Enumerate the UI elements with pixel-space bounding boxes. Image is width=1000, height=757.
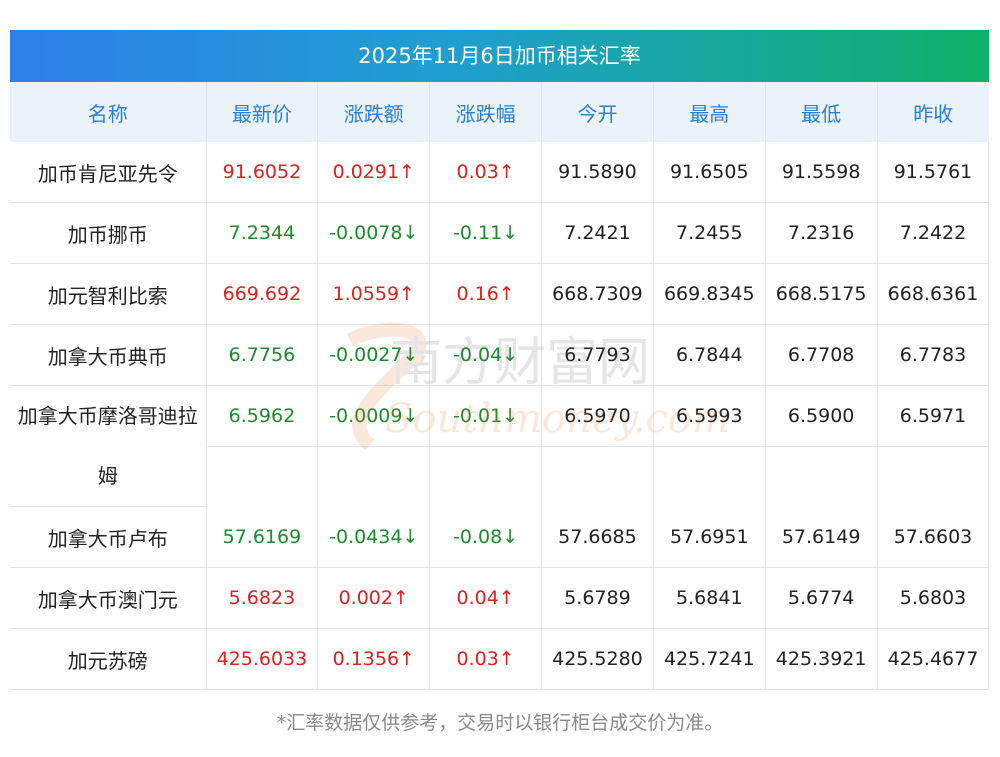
open-value: 6.5970	[542, 386, 653, 447]
change-pct-value: -0.01↓	[430, 386, 542, 447]
open-cell: 6.5970	[541, 385, 654, 507]
header-open: 今开	[541, 82, 654, 142]
open-cell: 5.6789	[541, 567, 654, 629]
table-header-row: 名称 最新价 涨跌额 涨跌幅 今开 最高 最低 昨收	[10, 82, 989, 142]
high-cell: 7.2455	[653, 202, 766, 264]
change-pct-cell: 0.03↑	[429, 628, 543, 690]
low-cell: 668.5175	[765, 263, 878, 325]
low-cell: 425.3921	[765, 628, 878, 690]
prev-close-cell: 5.6803	[877, 567, 990, 629]
latest-price-value: 6.5962	[206, 386, 318, 447]
open-cell: 7.2421	[541, 202, 654, 264]
change-cell: 0.0291↑	[317, 142, 431, 203]
currency-pair-name: 加拿大币典币	[10, 324, 207, 386]
latest-price-cell: 669.692	[206, 263, 319, 325]
low-cell: 91.5598	[765, 142, 878, 203]
high-value: 6.5993	[653, 386, 765, 447]
latest-price-cell: 91.6052	[206, 142, 319, 203]
table-row: 加拿大币典币 6.7756 -0.0027↓ -0.04↓ 6.7793 6.7844 6.…	[10, 324, 990, 386]
prev-close-cell: 7.2422	[877, 202, 990, 264]
open-cell: 6.7793	[541, 324, 654, 386]
change-cell: -0.0078↓	[317, 202, 431, 264]
latest-price-cell: 6.7756	[206, 324, 319, 386]
prev-close-cell: 668.6361	[877, 263, 990, 325]
open-cell: 91.5890	[541, 142, 654, 203]
open-cell: 425.5280	[541, 628, 654, 690]
change-pct-cell: 0.16↑	[429, 263, 543, 325]
table-row: 加元智利比索 669.692 1.0559↑ 0.16↑ 668.7309 669.834…	[10, 263, 990, 325]
currency-pair-name: 加元苏磅	[10, 628, 207, 690]
high-cell: 6.7844	[653, 324, 766, 386]
header-change: 涨跌额	[317, 82, 431, 142]
header-change-pct: 涨跌幅	[429, 82, 543, 142]
change-value: -0.0009↓	[318, 386, 430, 447]
header-latest: 最新价	[206, 82, 319, 142]
low-cell: 5.6774	[765, 567, 878, 629]
currency-pair-name: 加币肯尼亚先令	[10, 142, 207, 203]
change-cell: 0.1356↑	[317, 628, 431, 690]
table-row: 加拿大币澳门元 5.6823 0.002↑ 0.04↑ 5.6789 5.6841 5.67…	[10, 567, 990, 629]
prev-close-cell: 91.5761	[877, 142, 990, 203]
latest-price-cell: 57.6169	[206, 506, 319, 568]
low-value: 6.5900	[765, 386, 877, 447]
table-row: 加拿大币卢布 57.6169 -0.0434↓ -0.08↓ 57.6685 57.695…	[10, 506, 990, 568]
open-cell: 668.7309	[541, 263, 654, 325]
change-cell: 0.002↑	[317, 567, 431, 629]
header-name: 名称	[10, 82, 207, 142]
low-cell: 7.2316	[765, 202, 878, 264]
open-cell: 57.6685	[541, 506, 654, 568]
rates-table: 名称 最新价 涨跌额 涨跌幅 今开 最高 最低 昨收 加币肯尼亚先令 91.605…	[10, 82, 990, 690]
latest-price-cell: 5.6823	[206, 567, 319, 629]
high-cell: 6.5993	[653, 385, 766, 507]
high-cell: 57.6951	[653, 506, 766, 568]
disclaimer-note: *汇率数据仅供参考，交易时以银行柜台成交价为准。	[276, 712, 724, 734]
change-cell: 1.0559↑	[317, 263, 431, 325]
change-pct-cell: -0.04↓	[429, 324, 543, 386]
change-cell: -0.0009↓	[317, 385, 431, 507]
prev-close-cell: 425.4677	[877, 628, 990, 690]
header-low: 最低	[765, 82, 878, 142]
high-cell: 91.6505	[653, 142, 766, 203]
table-row: 加元苏磅 425.6033 0.1356↑ 0.03↑ 425.5280 425.7241…	[10, 628, 990, 690]
table-row: 加拿大币摩洛哥迪拉姆 6.5962 -0.0009↓ -0.01↓ 6.5970 6.59…	[10, 385, 990, 507]
latest-price-cell: 425.6033	[206, 628, 319, 690]
change-pct-cell: -0.11↓	[429, 202, 543, 264]
change-pct-cell: -0.01↓	[429, 385, 543, 507]
change-cell: -0.0434↓	[317, 506, 431, 568]
change-pct-cell: 0.03↑	[429, 142, 543, 203]
prev-close-cell: 6.7783	[877, 324, 990, 386]
low-cell: 57.6149	[765, 506, 878, 568]
header-high: 最高	[653, 82, 766, 142]
header-prev-close: 昨收	[877, 82, 989, 142]
table-row: 加币挪币 7.2344 -0.0078↓ -0.11↓ 7.2421 7.2455 7.23…	[10, 202, 990, 264]
prev-close-cell: 6.5971	[877, 385, 990, 507]
currency-pair-name: 加拿大币澳门元	[10, 567, 207, 629]
rates-panel: 2025年11月6日加币相关汇率 名称 最新价 涨跌额 涨跌幅 今开 最高 最低…	[10, 30, 990, 690]
currency-pair-name: 加元智利比索	[10, 263, 207, 325]
latest-price-cell: 7.2344	[206, 202, 319, 264]
latest-price-cell: 6.5962	[206, 385, 319, 507]
low-cell: 6.5900	[765, 385, 878, 507]
change-cell: -0.0027↓	[317, 324, 431, 386]
high-cell: 669.8345	[653, 263, 766, 325]
high-cell: 425.7241	[653, 628, 766, 690]
table-row: 加币肯尼亚先令 91.6052 0.0291↑ 0.03↑ 91.5890 91.6505…	[10, 142, 990, 203]
currency-pair-name: 加拿大币卢布	[10, 506, 207, 568]
high-cell: 5.6841	[653, 567, 766, 629]
page-title: 2025年11月6日加币相关汇率	[10, 30, 989, 82]
change-pct-cell: -0.08↓	[429, 506, 543, 568]
currency-pair-name: 加拿大币摩洛哥迪拉姆	[10, 385, 207, 507]
change-pct-cell: 0.04↑	[429, 567, 543, 629]
currency-pair-name: 加币挪币	[10, 202, 207, 264]
prev-close-value: 6.5971	[877, 386, 989, 447]
prev-close-cell: 57.6603	[877, 506, 990, 568]
low-cell: 6.7708	[765, 324, 878, 386]
